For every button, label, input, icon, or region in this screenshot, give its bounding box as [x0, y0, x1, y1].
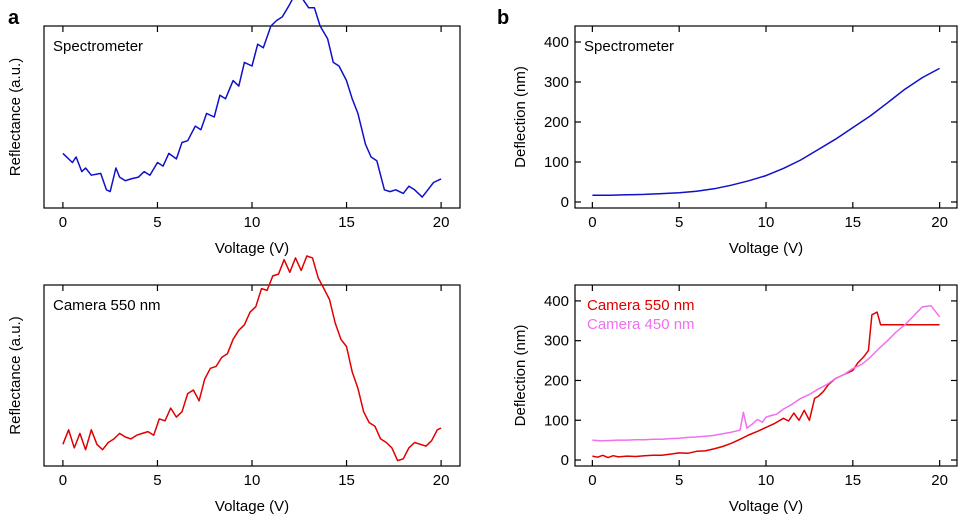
y-axis-label: Deflection (nm): [512, 325, 529, 427]
y-tick-label: 0: [561, 452, 569, 469]
x-tick-label: 0: [588, 214, 596, 231]
legend-entry: Camera 450 nm: [587, 316, 695, 333]
y-axis-label: Deflection (nm): [512, 66, 529, 168]
y-tick-label: 400: [544, 293, 569, 310]
x-tick-label: 0: [59, 472, 67, 489]
x-tick-label: 10: [244, 214, 261, 231]
x-tick-label: 20: [931, 214, 948, 231]
x-tick-label: 5: [675, 214, 683, 231]
y-tick-label: 200: [544, 114, 569, 131]
x-tick-label: 20: [931, 472, 948, 489]
series-line-camera-450-nm: [592, 304, 941, 442]
series-line-camera-550-nm: [592, 311, 940, 459]
series-line-b-top: [592, 67, 940, 196]
x-tick-label: 20: [433, 472, 450, 489]
chart-a-top: 0 5 10 15 20 Voltage (V) Reflectance (a.u.) Spe…: [7, 0, 461, 257]
legend-entry: Camera 550 nm: [587, 297, 695, 314]
y-tick-label: 0: [561, 194, 569, 211]
chart-a-bottom: 0 5 10 15 20 Voltage (V) Reflectance (a.u.) Cam…: [7, 255, 461, 515]
y-axis-label: Reflectance (a.u.): [7, 316, 24, 434]
x-tick-label: 10: [758, 214, 775, 231]
x-tick-label: 15: [338, 214, 355, 231]
x-tick-label: 5: [675, 472, 683, 489]
x-tick-label: 0: [588, 472, 596, 489]
y-tick-label: 400: [544, 34, 569, 51]
y-tick-label: 100: [544, 154, 569, 171]
x-axis-label: Voltage (V): [729, 240, 803, 257]
panel-label-b: b: [497, 7, 509, 29]
x-axis-label: Voltage (V): [729, 498, 803, 515]
inset-label: Spectrometer: [53, 38, 143, 55]
x-tick-label: 15: [844, 214, 861, 231]
y-tick-label: 200: [544, 372, 569, 389]
y-tick-label: 100: [544, 412, 569, 429]
x-tick-label: 0: [59, 214, 67, 231]
y-axis-label: Reflectance (a.u.): [7, 58, 24, 176]
inset-label: Camera 550 nm: [53, 297, 161, 314]
x-tick-label: 15: [844, 472, 861, 489]
y-tick-label: 300: [544, 74, 569, 91]
x-tick-label: 20: [433, 214, 450, 231]
series-line-a-bottom: [62, 255, 442, 462]
x-tick-label: 5: [153, 214, 161, 231]
series-line-a-top: [62, 0, 442, 198]
panel-label-a: a: [8, 7, 20, 29]
inset-label: Spectrometer: [584, 38, 674, 55]
x-tick-label: 10: [244, 472, 261, 489]
y-tick-label: 300: [544, 333, 569, 350]
x-tick-label: 10: [758, 472, 775, 489]
plots-group: 0 5 10 15 20 Voltage (V) Reflectance (a.u.) Spe…: [7, 0, 958, 515]
x-tick-label: 5: [153, 472, 161, 489]
x-tick-label: 15: [338, 472, 355, 489]
x-axis-label: Voltage (V): [215, 498, 289, 515]
x-axis-label: Voltage (V): [215, 240, 289, 257]
